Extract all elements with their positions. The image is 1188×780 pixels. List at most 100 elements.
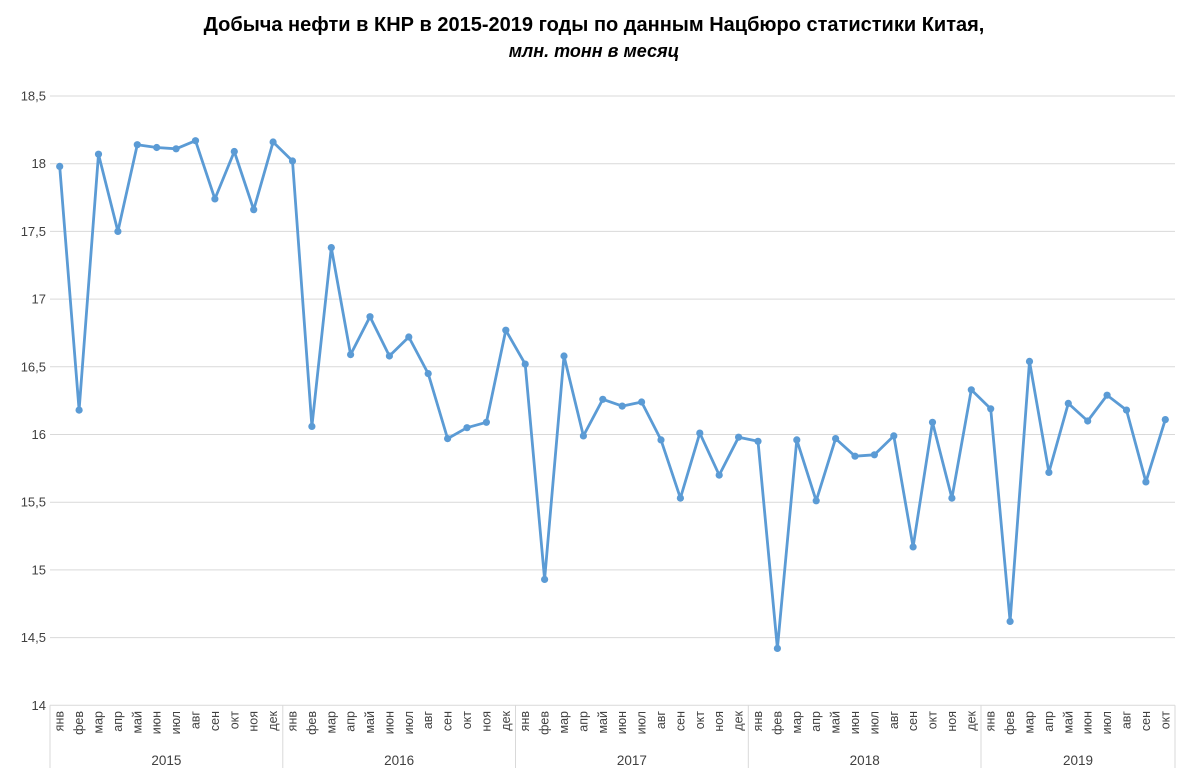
data-point-marker bbox=[94, 150, 103, 158]
data-point-marker bbox=[482, 418, 490, 426]
data-point-marker bbox=[715, 471, 723, 479]
x-axis-month-label: мар bbox=[1023, 711, 1037, 734]
data-point-marker bbox=[560, 352, 568, 360]
x-axis-month-label: фев bbox=[770, 711, 784, 735]
data-point-marker bbox=[812, 497, 820, 505]
y-axis-tick-label: 15 bbox=[32, 562, 46, 577]
x-axis-month-label: май bbox=[1061, 711, 1075, 734]
x-axis-month-label: сен bbox=[906, 711, 920, 731]
x-axis-year-label: 2017 bbox=[617, 753, 647, 768]
x-axis-month-label: апр bbox=[111, 711, 125, 732]
x-axis-month-label: окт bbox=[227, 711, 241, 730]
x-axis-month-label: дек bbox=[499, 710, 513, 730]
data-point-marker bbox=[754, 437, 762, 445]
x-axis-month-label: дек bbox=[266, 710, 280, 730]
x-axis-month-label: окт bbox=[693, 711, 707, 730]
data-point-marker bbox=[1084, 417, 1092, 425]
data-point-marker bbox=[967, 386, 975, 394]
data-point-marker bbox=[1103, 391, 1111, 399]
y-axis-tick-label: 18 bbox=[32, 156, 46, 171]
y-axis-tick-label: 14 bbox=[32, 698, 46, 713]
x-axis-month-label: май bbox=[363, 711, 377, 734]
data-point-marker bbox=[657, 436, 665, 444]
x-axis-month-label: июн bbox=[382, 711, 396, 734]
x-axis-month-label: авг bbox=[421, 711, 435, 730]
x-axis-month-label: фев bbox=[305, 711, 319, 735]
data-point-marker bbox=[1025, 357, 1034, 365]
x-axis-month-label: июн bbox=[615, 711, 629, 734]
x-axis-month-label: май bbox=[596, 711, 610, 734]
data-point-marker bbox=[347, 351, 355, 359]
data-point-marker bbox=[153, 143, 161, 152]
data-point-marker bbox=[909, 543, 917, 551]
data-point-marker bbox=[832, 435, 840, 443]
x-axis-month-label: окт bbox=[1158, 711, 1172, 730]
y-axis-tick-label: 17,5 bbox=[21, 224, 46, 239]
x-axis-month-label: янв bbox=[984, 711, 998, 732]
data-point-marker bbox=[75, 406, 83, 414]
x-axis-month-label: июл bbox=[635, 711, 649, 734]
x-axis-month-label: июл bbox=[402, 711, 416, 734]
x-axis-month-label: сен bbox=[673, 711, 687, 731]
x-axis-month-label: окт bbox=[460, 711, 474, 730]
x-axis-month-label: апр bbox=[809, 711, 823, 732]
data-point-marker bbox=[793, 436, 801, 444]
data-point-marker bbox=[308, 422, 316, 430]
x-axis-month-label: май bbox=[829, 711, 843, 734]
data-point-marker bbox=[230, 147, 238, 156]
data-point-marker bbox=[366, 313, 374, 321]
data-point-marker bbox=[890, 432, 898, 440]
x-axis-month-label: дек bbox=[732, 710, 746, 730]
x-axis-month-label: фев bbox=[1003, 711, 1017, 735]
x-axis-month-label: фев bbox=[72, 711, 86, 735]
data-point-marker bbox=[541, 575, 549, 584]
y-axis-tick-label: 18,5 bbox=[21, 89, 46, 104]
data-point-marker bbox=[1045, 468, 1053, 476]
y-axis-tick-label: 17 bbox=[32, 292, 46, 307]
chart-title: Добыча нефти в КНР в 2015-2019 годы по д… bbox=[203, 14, 985, 36]
data-point-marker bbox=[250, 206, 258, 214]
data-point-marker bbox=[638, 398, 646, 406]
x-axis-year-label: 2015 bbox=[151, 753, 181, 768]
x-axis-month-label: июн bbox=[848, 711, 862, 734]
x-axis-month-label: ноя bbox=[712, 711, 726, 732]
data-point-marker bbox=[676, 494, 685, 502]
x-axis-year-label: 2019 bbox=[1063, 753, 1093, 768]
x-axis-month-label: июл bbox=[1100, 711, 1114, 734]
x-axis-month-label: янв bbox=[53, 711, 67, 732]
x-axis-month-label: авг bbox=[887, 711, 901, 730]
data-point-marker bbox=[1161, 416, 1169, 424]
data-point-marker bbox=[56, 162, 64, 170]
data-point-marker bbox=[114, 227, 122, 235]
data-point-marker bbox=[424, 370, 432, 378]
x-axis-month-label: июл bbox=[169, 711, 183, 734]
x-axis-month-label: сен bbox=[441, 711, 455, 731]
data-point-marker bbox=[405, 333, 413, 341]
x-axis-month-label: апр bbox=[1042, 711, 1056, 732]
x-axis-month-label: янв bbox=[286, 711, 300, 732]
y-axis-tick-label: 16 bbox=[32, 427, 46, 442]
data-point-marker bbox=[851, 452, 859, 460]
x-axis-month-label: сен bbox=[1139, 711, 1153, 731]
data-point-marker bbox=[133, 141, 141, 149]
series-line bbox=[58, 139, 1167, 650]
x-axis-month-label: июн bbox=[150, 711, 164, 734]
data-point-marker bbox=[618, 402, 626, 410]
y-axis-tick-label: 16,5 bbox=[21, 359, 46, 374]
chart-title-block: Добыча нефти в КНР в 2015-2019 годы по д… bbox=[0, 12, 1188, 64]
x-axis-month-label: янв bbox=[518, 711, 532, 732]
chart-subtitle: млн. тонн в месяц bbox=[508, 41, 680, 61]
data-point-marker bbox=[269, 138, 277, 146]
y-axis-tick-label: 14,5 bbox=[21, 630, 46, 645]
data-point-marker bbox=[773, 644, 782, 653]
data-point-marker bbox=[502, 326, 510, 334]
data-point-marker bbox=[444, 435, 452, 443]
x-axis-month-label: мар bbox=[324, 711, 338, 734]
data-point-marker bbox=[1142, 478, 1150, 486]
data-point-marker bbox=[987, 405, 995, 413]
x-axis-month-label: авг bbox=[1120, 711, 1134, 730]
data-point-marker bbox=[948, 494, 956, 502]
x-axis-month-label: июн bbox=[1081, 711, 1095, 734]
x-axis-year-label: 2016 bbox=[384, 753, 414, 768]
